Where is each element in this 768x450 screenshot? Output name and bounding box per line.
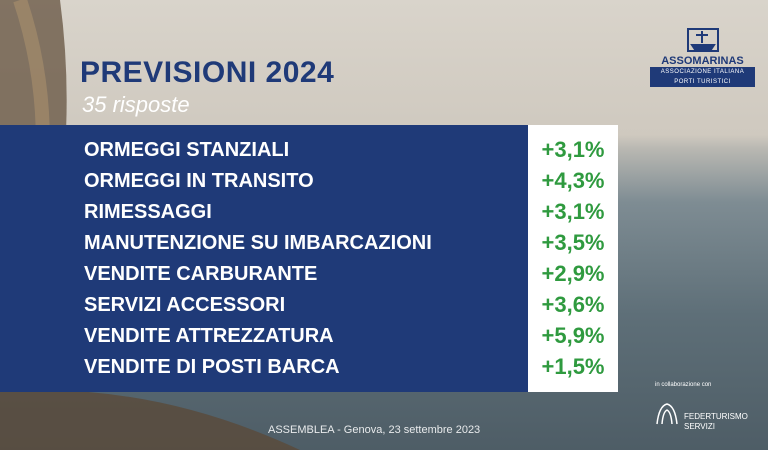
row-value: +3,6% — [541, 292, 605, 317]
logo-line: PORTI TURISTICI — [650, 77, 755, 87]
table-row: MANUTENZIONE SU IMBARCAZIONI +3,5% — [0, 228, 618, 259]
logo-name: ASSOMARINAS — [661, 55, 744, 67]
logo-line: ASSOCIAZIONE ITALIANA — [650, 67, 755, 77]
table-row: ORMEGGI IN TRANSITO +4,3% — [0, 166, 618, 197]
partner-intro: in collaborazione con — [655, 382, 712, 388]
row-label: ORMEGGI STANZIALI — [84, 139, 290, 161]
row-label: VENDITE CARBURANTE — [84, 263, 318, 285]
table-row: ORMEGGI STANZIALI +3,1% — [0, 135, 618, 166]
row-value: +3,5% — [541, 230, 605, 255]
partner-icon — [656, 403, 678, 425]
row-value: +3,1% — [541, 199, 605, 224]
row-value: +2,9% — [541, 261, 605, 286]
footer: ASSEMBLEA - Genova, 23 settembre 2023 — [268, 424, 481, 436]
table-row: SERVIZI ACCESSORI +3,6% — [0, 290, 618, 321]
row-value: +3,1% — [541, 137, 605, 162]
row-label: SERVIZI ACCESSORI — [84, 294, 286, 316]
row-value: +1,5% — [541, 354, 605, 379]
value-column — [528, 125, 618, 392]
subtitle: 35 risposte — [82, 92, 190, 117]
table-row: VENDITE ATTREZZATURA +5,9% — [0, 321, 618, 352]
row-label: MANUTENZIONE SU IMBARCAZIONI — [84, 232, 432, 254]
row-label: RIMESSAGGI — [84, 201, 212, 223]
partner: FEDERTURISMO SERVIZI — [684, 412, 748, 432]
partner-sub: SERVIZI — [684, 422, 715, 431]
logo: ASSOMARINAS ASSOCIAZIONE ITALIANA PORTI … — [650, 25, 755, 87]
row-label: VENDITE ATTREZZATURA — [84, 325, 334, 347]
row-value: +5,9% — [541, 323, 605, 348]
row-value: +4,3% — [541, 168, 605, 193]
logo-icon — [687, 28, 719, 52]
row-label: VENDITE DI POSTI BARCA — [84, 356, 340, 378]
row-label: ORMEGGI IN TRANSITO — [84, 170, 314, 192]
title: PREVISIONI 2024 — [80, 56, 335, 89]
table-row: VENDITE CARBURANTE +2,9% — [0, 259, 618, 290]
table-row: RIMESSAGGI +3,1% — [0, 197, 618, 228]
partner-name: FEDERTURISMO — [684, 412, 748, 421]
table-panel — [0, 125, 528, 392]
table-row: VENDITE DI POSTI BARCA +1,5% — [0, 352, 618, 383]
